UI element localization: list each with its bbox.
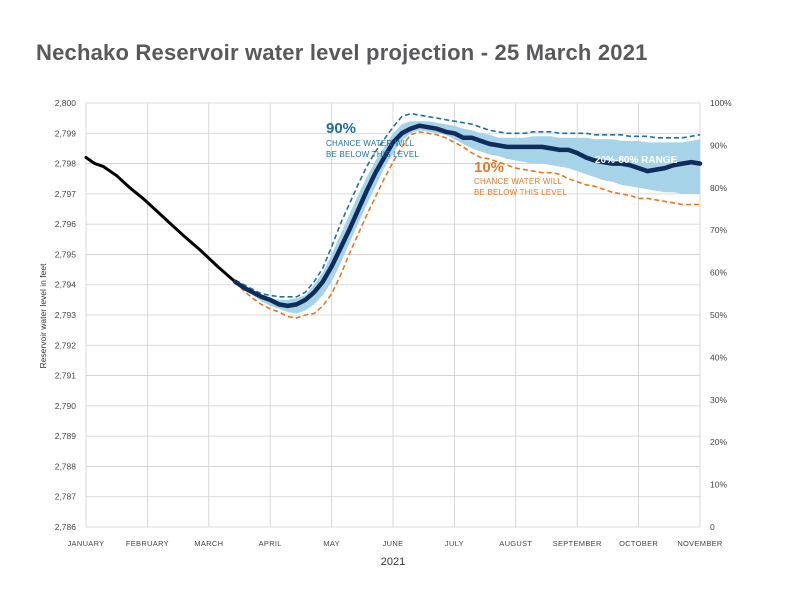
grid: [85, 102, 701, 528]
p10-line: [234, 130, 700, 319]
band-layer: [235, 121, 700, 314]
y-tick-label: 2,798: [55, 159, 77, 169]
month-label: NOVEMBER: [677, 539, 723, 548]
chart-title: Nechako Reservoir water level projection…: [36, 40, 648, 65]
month-label: JULY: [445, 539, 464, 548]
month-label: JUNE: [383, 539, 404, 548]
y-tick-label: 2,800: [55, 98, 77, 108]
y-tick-label: 2,791: [55, 371, 77, 381]
y2-tick-label: 50%: [710, 310, 727, 320]
y-tick-label: 2,787: [55, 492, 77, 502]
y-tick-label: 2,794: [55, 280, 77, 290]
y2-tick-label: 30%: [710, 395, 727, 405]
y2-tick-label: 0: [710, 522, 715, 532]
month-label: AUGUST: [499, 539, 532, 548]
range-label: 20%-80% RANGE: [595, 155, 678, 166]
y-tick-label: 2,790: [55, 401, 77, 411]
y-tick-label: 2,788: [55, 461, 77, 471]
y-tick-label: 2,793: [55, 310, 77, 320]
p10-annotation-line1: CHANCE WATER WILL: [474, 177, 563, 186]
lines-layer: [84, 112, 703, 319]
month-label: OCTOBER: [619, 539, 658, 548]
y2-tick-label: 40%: [710, 352, 727, 362]
y-tick-label: 2,796: [55, 219, 77, 229]
month-label: FEBRUARY: [126, 539, 169, 548]
p10-annotation-value: 10%: [474, 159, 504, 176]
y-axis-title: Reservoir water level in feet: [38, 263, 48, 369]
y2-tick-label: 20%: [710, 437, 727, 447]
y-tick-label: 2,792: [55, 340, 77, 350]
y2-tick-label: 60%: [710, 268, 727, 278]
month-label: MARCH: [194, 539, 223, 548]
y2-tick-label: 70%: [710, 225, 727, 235]
y-tick-label: 2,795: [55, 249, 77, 259]
y2-tick-label: 100%: [710, 98, 732, 108]
p90-annotation-value: 90%: [326, 120, 356, 137]
y-tick-label: 2,799: [55, 128, 77, 138]
median-line: [232, 123, 703, 309]
y2-tick-label: 80%: [710, 183, 727, 193]
p10-annotation-line2: BE BELOW THIS LEVEL: [474, 188, 567, 197]
month-label: MAY: [323, 539, 340, 548]
month-label: SEPTEMBER: [553, 539, 602, 548]
ticks-layer: 2,786 2,787 2,788 2,789 2,790 2,791 2,792 2,793…: [55, 98, 732, 548]
p90-line: [234, 112, 701, 298]
y-tick-label: 2,789: [55, 431, 77, 441]
y-tick-label: 2,786: [55, 522, 77, 532]
p90-annotation-line1: CHANCE WATER WILL: [326, 139, 415, 148]
range-band: [235, 121, 700, 314]
x-axis-title: 2021: [381, 556, 405, 568]
y-tick-label: 2,797: [55, 189, 77, 199]
p90-annotation-line2: BE BELOW THIS LEVEL: [326, 150, 419, 159]
y2-tick-label: 90%: [710, 140, 727, 150]
month-label: APRIL: [259, 539, 282, 548]
y2-tick-label: 10%: [710, 480, 727, 490]
month-label: JANUARY: [68, 539, 105, 548]
historical-line: [84, 156, 237, 284]
